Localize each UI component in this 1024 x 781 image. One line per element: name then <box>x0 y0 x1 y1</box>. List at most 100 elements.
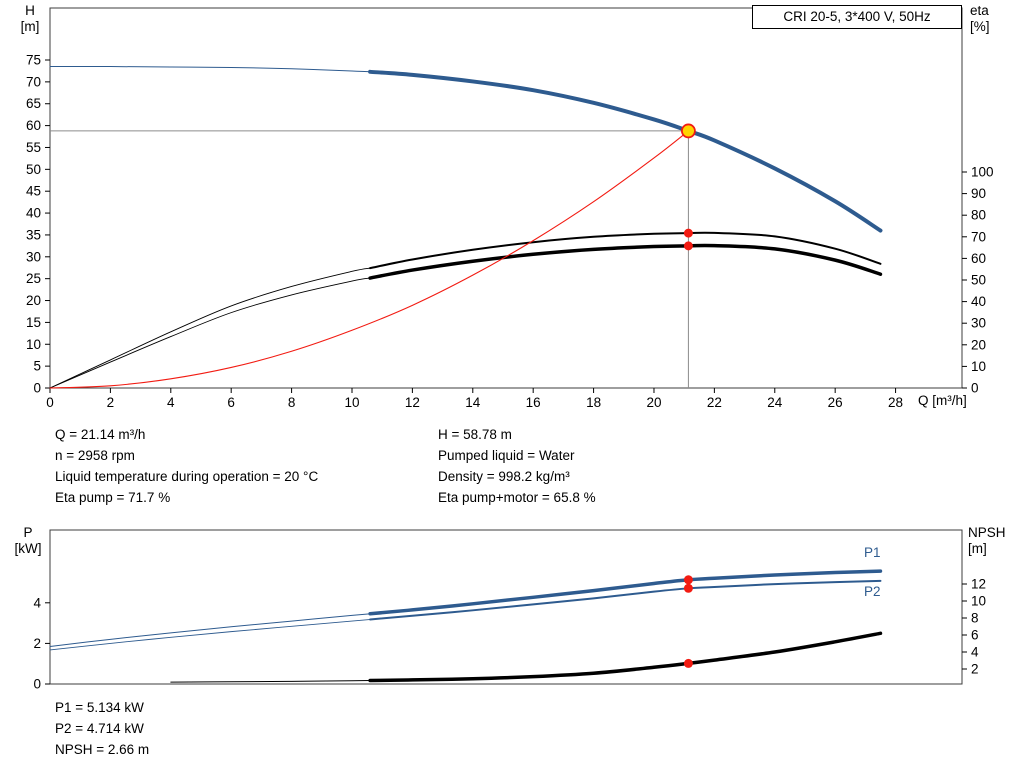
curve-npsh <box>368 631 883 683</box>
top-plot-frame <box>49 7 963 389</box>
tick-label: 30 <box>26 249 41 264</box>
tick-label: 10 <box>971 359 986 374</box>
duty-info-right-column: H = 58.78 m Pumped liquid = Water Densit… <box>438 424 596 508</box>
curve-eta-pump-motor <box>49 277 371 389</box>
duty-pumped-liquid: Pumped liquid = Water <box>438 448 575 463</box>
eta-pump-duty-dot <box>683 228 693 238</box>
tick-label: 28 <box>888 395 903 410</box>
p1-duty-dot <box>683 575 693 585</box>
npsh-axis-title: NPSH <box>968 525 1006 540</box>
tick-label: 5 <box>33 359 41 374</box>
duty-npsh-value: NPSH = 2.66 m <box>55 742 150 757</box>
curve-head <box>368 69 883 233</box>
tick-label: 100 <box>971 165 994 180</box>
duty-info-left-column: Q = 21.14 m³/h n = 2958 rpm Liquid tempe… <box>55 424 318 508</box>
p2-curve-label: P2 <box>864 584 881 599</box>
p1-curve-label: P1 <box>864 545 881 560</box>
tick-label: 4 <box>971 645 979 660</box>
tick-label: 35 <box>26 227 41 242</box>
tick-label: 70 <box>26 74 41 89</box>
power-axis-title: P <box>23 525 33 540</box>
tick-label: 40 <box>26 206 41 221</box>
eta-axis-header: eta [%] <box>970 3 1014 35</box>
tick-label: 26 <box>828 395 843 410</box>
tick-label: 60 <box>26 118 41 133</box>
duty-head-value: H = 58.78 m <box>438 427 512 442</box>
tick-label: 55 <box>26 140 41 155</box>
tick-label: 18 <box>586 395 601 410</box>
flow-axis-label: Q [m³/h] <box>918 393 967 408</box>
curve-system-curve <box>49 130 689 389</box>
tick-label: 16 <box>526 395 541 410</box>
eta-axis-title: eta <box>970 3 989 18</box>
eta-axis-unit: [%] <box>970 19 990 34</box>
tick-label: 30 <box>971 316 986 331</box>
duty-p2-value: P2 = 4.714 kW <box>55 721 144 736</box>
curve-eta-pump <box>369 231 882 270</box>
tick-label: 6 <box>227 395 235 410</box>
curve-eta-pump <box>49 267 371 389</box>
tick-label: 2 <box>107 395 115 410</box>
power-axis-header: P [kW] <box>8 525 48 557</box>
power-info-block: P1 = 5.134 kW P2 = 4.714 kW NPSH = 2.66 … <box>55 697 149 760</box>
head-axis-unit: [m] <box>20 19 40 34</box>
npsh-duty-dot <box>683 658 693 668</box>
tick-label: 10 <box>971 594 986 609</box>
tick-label: 0 <box>46 395 54 410</box>
tick-label: 15 <box>26 315 41 330</box>
curve-p1 <box>368 569 883 616</box>
tick-label: 25 <box>26 271 41 286</box>
duty-eta-pump-value: Eta pump = 71.7 % <box>55 490 171 505</box>
tick-label: 60 <box>971 251 986 266</box>
tick-label: 8 <box>971 611 979 626</box>
tick-label: 12 <box>971 577 986 592</box>
curve-p2 <box>49 619 371 651</box>
tick-label: 40 <box>971 294 986 309</box>
duty-density-value: Density = 998.2 kg/m³ <box>438 469 570 484</box>
tick-label: 10 <box>344 395 359 410</box>
curve-p2 <box>369 579 882 621</box>
tick-label: 0 <box>971 381 979 396</box>
duty-speed-value: n = 2958 rpm <box>55 448 135 463</box>
tick-label: 2 <box>33 636 41 651</box>
curve-npsh <box>170 679 371 683</box>
tick-label: 20 <box>971 337 986 352</box>
pump-title-box: CRI 20-5, 3*400 V, 50Hz <box>752 5 962 29</box>
tick-label: 50 <box>971 273 986 288</box>
tick-label: 80 <box>971 208 986 223</box>
curve-eta-pump-motor <box>368 243 883 280</box>
tick-label: 4 <box>33 595 41 610</box>
head-axis-header: H [m] <box>12 3 48 35</box>
tick-label: 8 <box>288 395 296 410</box>
tick-label: 75 <box>26 53 41 68</box>
curve-head <box>49 66 371 73</box>
npsh-axis-header: NPSH [m] <box>968 525 1020 557</box>
tick-label: 4 <box>167 395 175 410</box>
tick-label: 24 <box>767 395 783 410</box>
head-axis-title: H <box>25 3 35 18</box>
tick-label: 22 <box>707 395 722 410</box>
tick-label: 70 <box>971 229 986 244</box>
tick-label: 0 <box>33 381 41 396</box>
tick-label: 90 <box>971 186 986 201</box>
tick-label: 20 <box>26 293 41 308</box>
bottom-plot-frame <box>49 529 963 685</box>
tick-label: 12 <box>405 395 420 410</box>
tick-label: 50 <box>26 162 41 177</box>
tick-label: 6 <box>971 628 979 643</box>
tick-label: 14 <box>465 395 481 410</box>
curve-p1 <box>49 613 371 647</box>
eta-pump-motor-duty-dot <box>683 241 693 251</box>
power-axis-unit: [kW] <box>14 541 42 556</box>
duty-eta-pump-motor-value: Eta pump+motor = 65.8 % <box>438 490 596 505</box>
tick-label: 20 <box>646 395 661 410</box>
duty-flow-value: Q = 21.14 m³/h <box>55 427 146 442</box>
tick-label: 65 <box>26 96 41 111</box>
npsh-axis-unit: [m] <box>968 541 987 556</box>
tick-label: 45 <box>26 184 41 199</box>
duty-point-marker[interactable] <box>681 123 696 139</box>
tick-label: 2 <box>971 662 979 677</box>
tick-label: 10 <box>26 337 41 352</box>
